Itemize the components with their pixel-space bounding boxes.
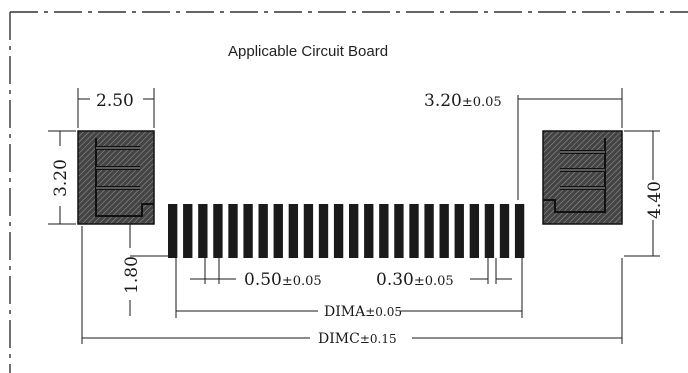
- right-mounting-pad: [542, 130, 623, 225]
- contact-finger: [288, 204, 299, 258]
- contact-finger: [364, 204, 374, 258]
- contact-finger: [258, 204, 268, 258]
- dim-finger-width: 0.30: [376, 270, 414, 290]
- dim-a-tol: ±0.05: [365, 305, 402, 319]
- dim-pitch-label: 0.50±0.05: [244, 270, 322, 290]
- contact-finger: [514, 204, 525, 258]
- contact-finger: [318, 204, 329, 258]
- contact-finger: [499, 204, 510, 258]
- dim-right-offset-tol: ±0.05: [462, 95, 502, 110]
- contact-finger: [303, 204, 314, 258]
- dim-finger-offset: 1.80: [122, 256, 142, 294]
- board-outline: [9, 11, 688, 373]
- contact-finger: [273, 204, 283, 258]
- dim-pad-height-left: 3.20: [51, 159, 71, 197]
- contact-finger: [333, 204, 344, 258]
- dim-a: DIMA: [324, 304, 366, 320]
- contact-finger: [183, 204, 193, 258]
- left-mounting-pad: [77, 130, 155, 225]
- contact-finger: [394, 204, 404, 258]
- dim-c-tol: ±0.15: [360, 332, 397, 346]
- dim-c: DIMC: [318, 331, 360, 347]
- contact-fingers: [168, 204, 525, 258]
- dim-finger-width-label: 0.30±0.05: [376, 270, 454, 290]
- dim-pitch-tol: ±0.05: [282, 274, 322, 289]
- contact-finger: [469, 204, 480, 258]
- board-title: Applicable Circuit Board: [228, 43, 388, 60]
- contact-finger: [243, 204, 253, 258]
- contact-finger: [228, 204, 238, 258]
- dim-pad-height-right: 4.40: [645, 181, 665, 219]
- contact-finger: [484, 204, 495, 258]
- dimension-lines: [48, 88, 660, 344]
- dim-finger-width-tol: ±0.05: [414, 274, 454, 289]
- contact-finger: [424, 204, 434, 258]
- dim-c-label: DIMC±0.15: [318, 331, 397, 347]
- contact-finger: [168, 204, 178, 258]
- dim-right-offset: 3.20: [424, 91, 462, 111]
- contact-finger: [439, 204, 449, 258]
- contact-finger: [379, 204, 389, 258]
- dim-pitch: 0.50: [244, 270, 282, 290]
- dim-right-offset-label: 3.20±0.05: [424, 91, 502, 111]
- contact-finger: [198, 204, 208, 258]
- contact-finger: [213, 204, 223, 258]
- contact-finger: [409, 204, 419, 258]
- contact-finger: [454, 204, 464, 258]
- dim-a-label: DIMA±0.05: [324, 304, 402, 320]
- dim-pad-width: 2.50: [96, 91, 134, 111]
- contact-finger: [349, 204, 359, 258]
